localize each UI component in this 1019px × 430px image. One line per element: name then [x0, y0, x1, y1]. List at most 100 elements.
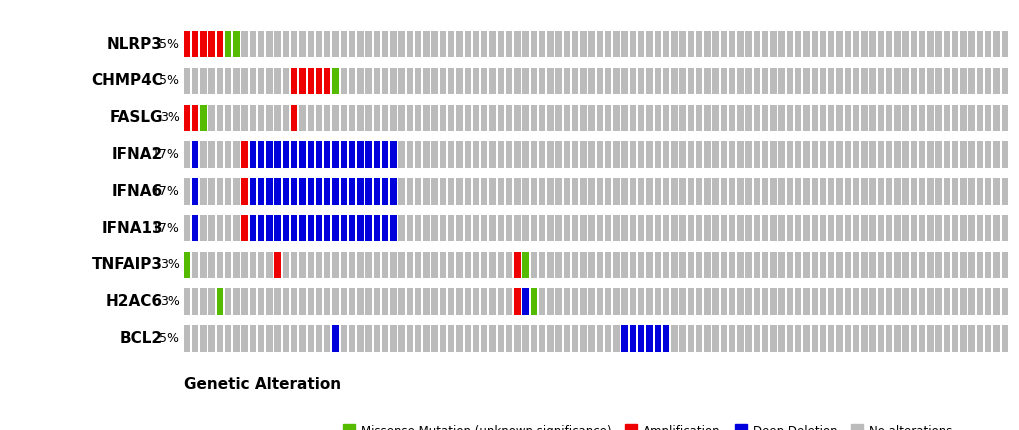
Bar	[984, 104, 990, 131]
Bar	[530, 215, 537, 241]
Bar	[596, 104, 602, 131]
Bar	[604, 252, 610, 278]
Bar	[703, 104, 710, 131]
Bar	[951, 31, 958, 58]
Bar	[522, 215, 528, 241]
Bar	[926, 289, 932, 315]
Bar	[224, 252, 231, 278]
Bar	[505, 289, 512, 315]
Bar	[398, 252, 405, 278]
Bar	[208, 141, 215, 168]
Bar	[415, 31, 421, 58]
Bar	[554, 215, 561, 241]
Bar	[415, 141, 421, 168]
Bar	[671, 289, 677, 315]
Bar	[868, 68, 875, 94]
Bar	[662, 215, 668, 241]
Bar	[596, 289, 602, 315]
Bar	[407, 141, 413, 168]
Bar	[530, 141, 537, 168]
Bar	[546, 325, 553, 352]
Bar	[612, 104, 620, 131]
Bar	[580, 68, 586, 94]
Bar	[687, 289, 693, 315]
Bar	[332, 215, 338, 241]
Bar	[761, 289, 767, 315]
Bar	[604, 141, 610, 168]
Bar	[794, 289, 801, 315]
Bar	[514, 68, 520, 94]
Bar	[695, 68, 702, 94]
Bar	[398, 289, 405, 315]
Bar	[612, 289, 620, 315]
Bar	[794, 68, 801, 94]
Bar	[711, 68, 718, 94]
Bar	[580, 215, 586, 241]
Bar	[819, 178, 825, 205]
Bar	[976, 215, 982, 241]
Bar	[340, 104, 346, 131]
Bar	[224, 31, 231, 58]
Bar	[365, 68, 372, 94]
Bar	[514, 215, 520, 241]
Bar	[671, 215, 677, 241]
Bar	[679, 31, 685, 58]
Bar	[505, 31, 512, 58]
Bar	[588, 252, 594, 278]
Bar	[943, 289, 950, 315]
Bar	[646, 178, 652, 205]
Bar	[687, 325, 693, 352]
Bar	[729, 31, 735, 58]
Bar	[894, 289, 900, 315]
Bar	[777, 289, 785, 315]
Bar	[719, 252, 727, 278]
Bar	[439, 104, 445, 131]
Bar	[447, 31, 454, 58]
Bar	[564, 141, 570, 168]
Bar	[274, 325, 280, 352]
Bar	[968, 215, 974, 241]
Bar	[654, 325, 660, 352]
Bar	[258, 31, 264, 58]
Bar	[786, 178, 793, 205]
Bar	[365, 252, 372, 278]
Bar	[968, 141, 974, 168]
Bar	[604, 31, 610, 58]
Bar	[423, 31, 429, 58]
Bar	[373, 104, 380, 131]
Bar	[572, 215, 578, 241]
Bar	[455, 31, 463, 58]
Bar	[348, 252, 355, 278]
Bar	[612, 68, 620, 94]
Bar	[365, 289, 372, 315]
Bar	[729, 68, 735, 94]
Bar	[711, 178, 718, 205]
Bar	[803, 68, 809, 94]
Bar	[604, 104, 610, 131]
Bar	[588, 104, 594, 131]
Bar	[340, 325, 346, 352]
Bar	[324, 289, 330, 315]
Bar	[554, 178, 561, 205]
Bar	[522, 141, 528, 168]
Bar	[695, 325, 702, 352]
Bar	[951, 325, 958, 352]
Bar	[389, 104, 396, 131]
Bar	[299, 252, 306, 278]
Bar	[299, 68, 306, 94]
Bar	[473, 325, 479, 352]
Bar	[357, 68, 363, 94]
Bar	[282, 31, 289, 58]
Bar	[250, 104, 256, 131]
Bar	[365, 141, 372, 168]
Bar	[786, 215, 793, 241]
Bar	[769, 141, 775, 168]
Bar	[737, 104, 743, 131]
Bar	[258, 325, 264, 352]
Bar	[481, 104, 487, 131]
Bar	[233, 141, 239, 168]
Bar	[258, 104, 264, 131]
Bar	[894, 178, 900, 205]
Bar	[192, 325, 198, 352]
Bar	[308, 215, 314, 241]
